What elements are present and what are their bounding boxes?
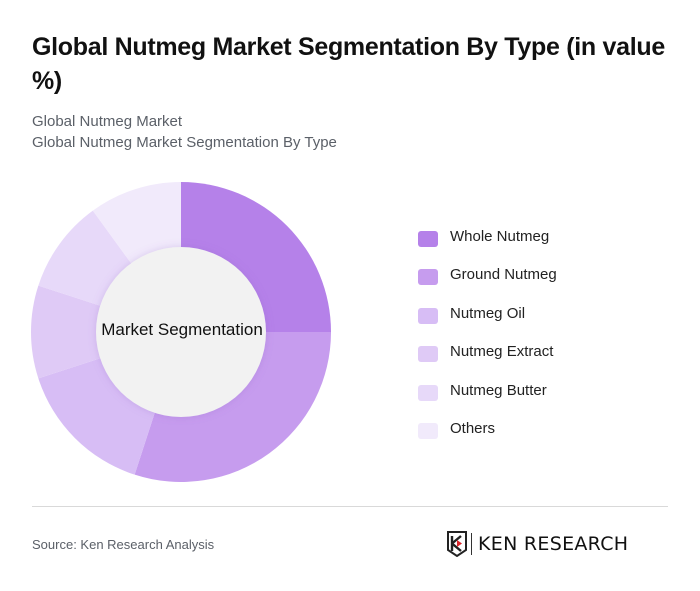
logo-separator — [471, 533, 472, 555]
legend-item-whole-nutmeg: Whole Nutmeg — [418, 226, 557, 264]
legend-swatch — [418, 307, 438, 324]
legend-swatch — [418, 269, 438, 286]
legend-item-nutmeg-extract: Nutmeg Extract — [418, 341, 557, 379]
donut-center-label: Market Segmentation — [101, 320, 263, 339]
legend-label: Ground Nutmeg — [450, 266, 557, 284]
chart-subtitle-segmentation: Global Nutmeg Market Segmentation By Typ… — [32, 134, 337, 151]
legend-item-others: Others — [418, 418, 557, 456]
chart-subtitle-market: Global Nutmeg Market — [32, 113, 183, 130]
ken-research-shield-icon — [447, 531, 467, 557]
logo-text: KEN RESEARCH — [478, 533, 629, 555]
legend-label: Nutmeg Extract — [450, 343, 554, 361]
source-note: Source: Ken Research Analysis — [32, 537, 215, 552]
legend-swatch — [418, 422, 438, 439]
legend-label: Nutmeg Butter — [450, 381, 547, 399]
footer-divider — [32, 506, 668, 507]
legend-swatch — [418, 346, 438, 363]
legend-item-ground-nutmeg: Ground Nutmeg — [418, 264, 557, 302]
donut-hole — [96, 247, 266, 417]
legend-label: Whole Nutmeg — [450, 228, 550, 245]
legend-item-nutmeg-oil: Nutmeg Oil — [418, 303, 557, 341]
legend-swatch — [418, 384, 438, 401]
donut-chart — [31, 182, 331, 482]
legend-item-nutmeg-butter: Nutmeg Butter — [418, 380, 557, 418]
legend-label: Nutmeg Oil — [450, 304, 526, 322]
chart-title: Global Nutmeg Market Segmentation By Typ… — [32, 33, 665, 95]
chart-legend: Whole Nutmeg Ground Nutmeg Nutmeg Oil Nu… — [418, 226, 557, 456]
ken-research-logo: KEN RESEARCH — [447, 530, 628, 558]
legend-swatch — [418, 231, 438, 247]
legend-label: Others — [450, 419, 496, 437]
